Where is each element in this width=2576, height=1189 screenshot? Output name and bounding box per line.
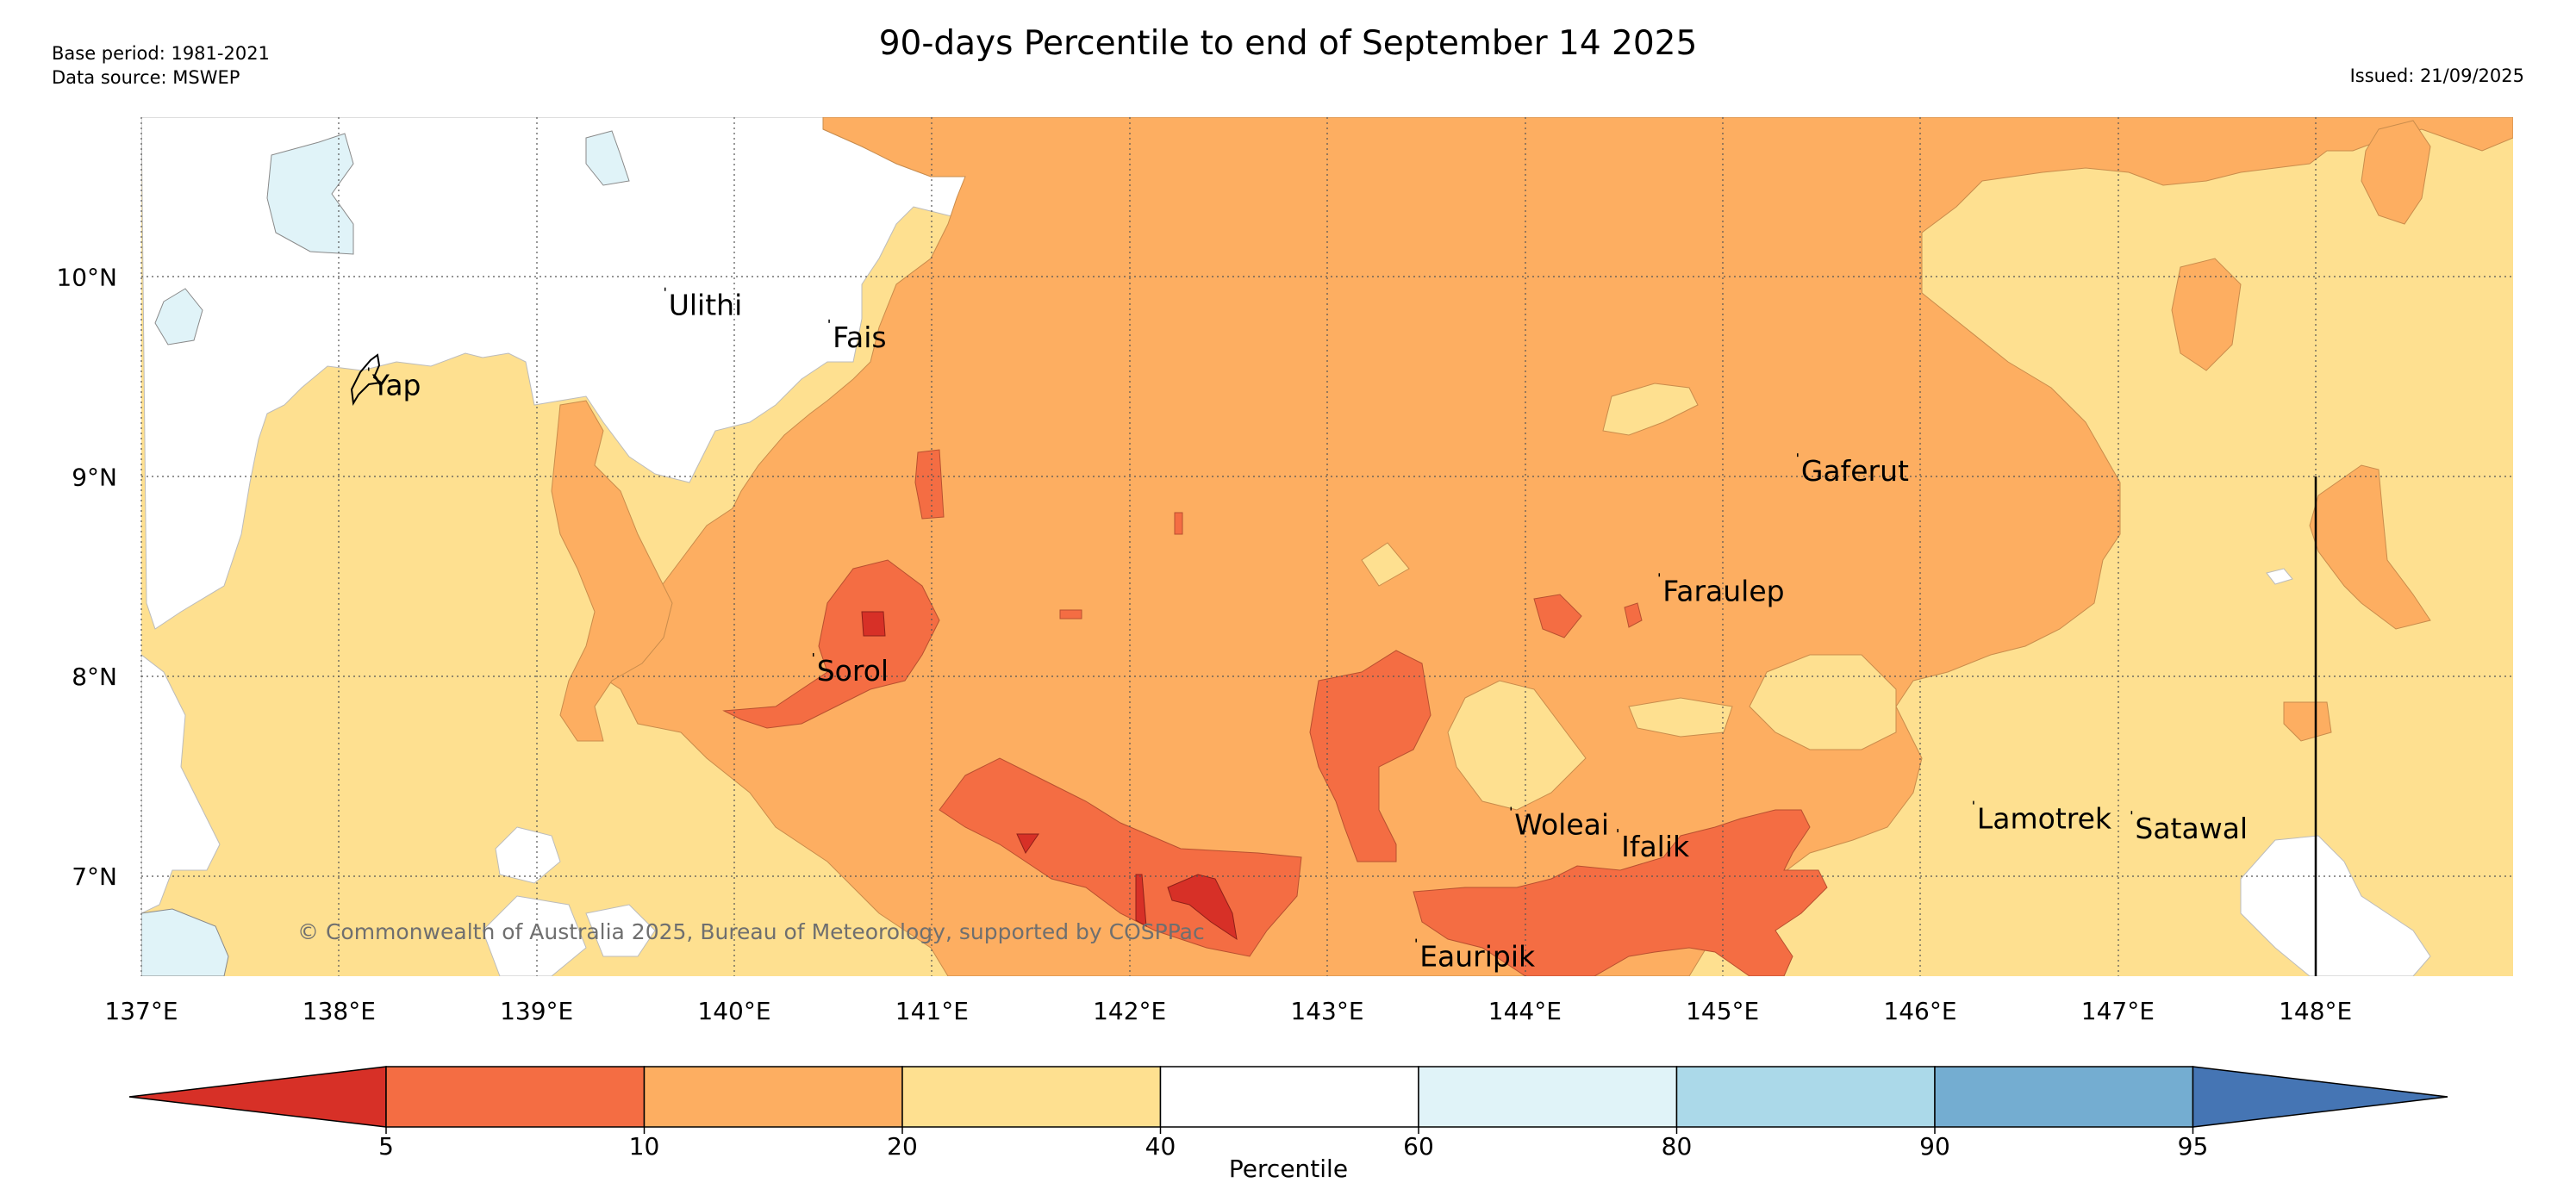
region-20-40-hole-2 (1361, 542, 1410, 587)
lon-label: 141°E (895, 997, 969, 1025)
region-60-80-northwest (154, 288, 203, 345)
place-label: Yap (371, 368, 421, 402)
region-10-20-west (551, 400, 673, 742)
yap-island-outline (350, 353, 384, 406)
region-60-80-north-2 (585, 130, 630, 186)
colorbar-tick-label: 10 (629, 1132, 660, 1161)
region-40-60-sw-islet (495, 826, 561, 884)
region-5-10-north-a (914, 449, 945, 520)
lon-label: 139°E (500, 997, 573, 1025)
region-10-20-far-east (2171, 258, 2242, 371)
region-below-5-a (861, 611, 886, 637)
place-label: Fais (833, 321, 887, 354)
place-labels: Ulithi Fais Yap Gaferut Faraulep Sorol Woleai I… (367, 287, 2248, 974)
region-5-10-south-c (1413, 809, 1828, 976)
lat-label: 9°N (72, 463, 117, 491)
colorbar: 5 10 20 40 60 80 90 95 (128, 1066, 2448, 1161)
issued-date: Issued: 21/09/2025 (2349, 65, 2524, 86)
region-10-20-northeast (2361, 120, 2431, 225)
lon-label: 137°E (104, 997, 178, 1025)
longitude-labels: 137°E 138°E 139°E 140°E 141°E 142°E 143°E 144°E… (104, 997, 2352, 1025)
place-label: Lamotrek (1977, 802, 2112, 836)
lon-label: 146°E (1883, 997, 1956, 1025)
place-label: Woleai (1514, 808, 1609, 842)
place-label: Faraulep (1662, 574, 1784, 607)
region-40-60-east-islet (2266, 568, 2293, 585)
colorbar-extend-high (2192, 1066, 2448, 1128)
region-20-40-hole-1 (1602, 383, 1699, 436)
region-below-5-b (1167, 874, 1238, 941)
region-40-60-southeast (2240, 835, 2431, 976)
colorbar-tick-label: 60 (1403, 1132, 1434, 1161)
colorbar-tick-label: 40 (1145, 1132, 1176, 1161)
colorbar-extend-low (128, 1066, 387, 1128)
colorbar-tick-label: 80 (1662, 1132, 1693, 1161)
colorbar-segment (901, 1066, 1162, 1128)
latitude-labels: 10°N 9°N 8°N 7°N (56, 263, 117, 891)
colorbar-label: Percentile (1229, 1155, 1348, 1183)
colorbar-segment (385, 1066, 646, 1128)
lat-label: 8°N (72, 663, 117, 691)
lon-label: 144°E (1488, 997, 1562, 1025)
region-60-80-north (266, 133, 354, 255)
colorbar-segment (1934, 1066, 2194, 1128)
colorbar-segment (643, 1066, 903, 1128)
colorbar-segment (1675, 1066, 1936, 1128)
place-label: Gaferut (1801, 454, 1909, 488)
lon-label: 148°E (2279, 997, 2352, 1025)
lat-label: 10°N (56, 263, 117, 291)
copyright-text: © Commonwealth of Australia 2025, Bureau… (297, 919, 1205, 944)
region-5-10-east-b (1624, 602, 1643, 628)
colorbar-segment (1418, 1066, 1678, 1128)
lon-label: 145°E (1686, 997, 1759, 1025)
region-20-40-hole-4 (1749, 654, 1897, 750)
lat-label: 7°N (72, 862, 117, 891)
region-20-40-hole-5 (1628, 697, 1733, 738)
place-label: Sorol (817, 654, 889, 688)
colorbar-tick-label: 5 (378, 1132, 394, 1161)
place-label: Eauripik (1419, 940, 1536, 974)
region-40-60-south-2 (585, 904, 656, 957)
region-5-10-west-dot (1059, 609, 1082, 619)
region-20-40-hole-3 (1447, 680, 1587, 811)
base-period-text: Base period: 1981-2021 (52, 43, 270, 64)
region-5-10-north-b (1174, 512, 1183, 535)
lon-label: 143°E (1290, 997, 1363, 1025)
region-40-60-south (482, 895, 587, 976)
lon-label: 140°E (697, 997, 770, 1025)
colorbar-tick-label: 90 (1919, 1132, 1950, 1161)
lon-label: 142°E (1093, 997, 1166, 1025)
lon-label: 138°E (303, 997, 376, 1025)
data-source-text: Data source: MSWEP (52, 67, 240, 89)
graticule (140, 117, 2513, 976)
place-label: Ulithi (669, 289, 743, 322)
colorbar-tick-label: 20 (887, 1132, 918, 1161)
region-60-80-southwest (141, 908, 229, 976)
region-5-10-sorol (722, 559, 940, 729)
colorbar-tick-label: 95 (2178, 1132, 2209, 1161)
region-below-5-c (1016, 833, 1039, 855)
region-10-20-east (2309, 464, 2431, 630)
colorbar-segment (1159, 1066, 1419, 1128)
region-5-10-east-a (1533, 594, 1582, 638)
region-40-60-southwest (141, 654, 221, 914)
lon-label: 147°E (2081, 997, 2155, 1025)
place-label: Satawal (2135, 812, 2248, 845)
place-label: Ifalik (1621, 830, 1690, 863)
region-below-5-d (1135, 874, 1147, 927)
map-title: 90-days Percentile to end of September 1… (878, 24, 1698, 63)
